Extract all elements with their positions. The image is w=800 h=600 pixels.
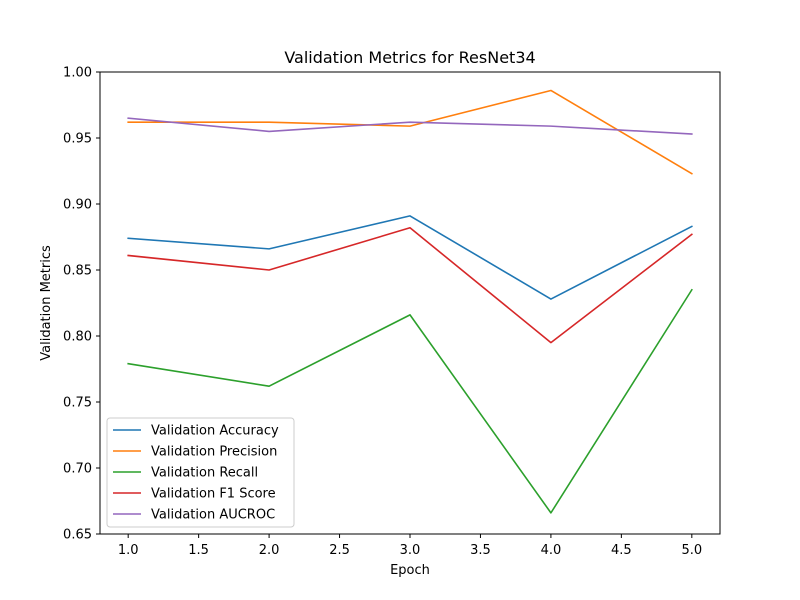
x-axis: 1.0 1.5 2.0 2.5 3.0 3.5 4.0 4.5 5.0 xyxy=(118,534,702,558)
x-tick-label: 1.0 xyxy=(118,543,139,558)
x-tick-label: 4.0 xyxy=(541,543,562,558)
x-tick-label: 5.0 xyxy=(681,543,702,558)
y-axis-label: Validation Metrics xyxy=(39,245,54,361)
series-line-1 xyxy=(127,215,693,300)
x-tick-label: 1.5 xyxy=(188,543,209,558)
series-line-4 xyxy=(127,226,693,344)
series-line-5 xyxy=(127,117,693,135)
y-tick-label: 0.85 xyxy=(63,264,92,279)
legend-label: Validation F1 Score xyxy=(151,487,276,502)
series-line-3 xyxy=(127,288,693,514)
x-tick-label: 4.5 xyxy=(611,543,632,558)
x-axis-label: Epoch xyxy=(390,563,430,578)
legend-frame xyxy=(106,417,295,528)
x-tick-label: 3.0 xyxy=(400,543,421,558)
x-tick-label: 2.5 xyxy=(329,543,350,558)
y-axis: 0.65 0.70 0.75 0.80 0.85 0.90 0.95 1.00 xyxy=(63,66,100,543)
series-line-2 xyxy=(127,89,693,175)
legend-label: Validation AUCROC xyxy=(151,508,275,523)
legend-label: Validation Recall xyxy=(151,466,258,481)
series-layer xyxy=(127,89,693,514)
legend-label: Validation Precision xyxy=(151,445,277,460)
x-tick-label: 3.5 xyxy=(470,543,491,558)
x-tick-label: 2.0 xyxy=(259,543,280,558)
y-tick-label: 0.80 xyxy=(63,330,92,345)
y-tick-label: 0.70 xyxy=(63,462,92,477)
y-tick-label: 0.90 xyxy=(63,198,92,213)
legend-label: Validation Accuracy xyxy=(151,424,279,439)
legend: Validation Accuracy Validation Precision V… xyxy=(106,417,295,528)
y-tick-label: 1.00 xyxy=(63,66,92,81)
chart-title: Validation Metrics for ResNet34 xyxy=(284,48,535,67)
y-tick-label: 0.75 xyxy=(63,396,92,411)
y-tick-label: 0.65 xyxy=(63,528,92,543)
y-tick-label: 0.95 xyxy=(63,132,92,147)
